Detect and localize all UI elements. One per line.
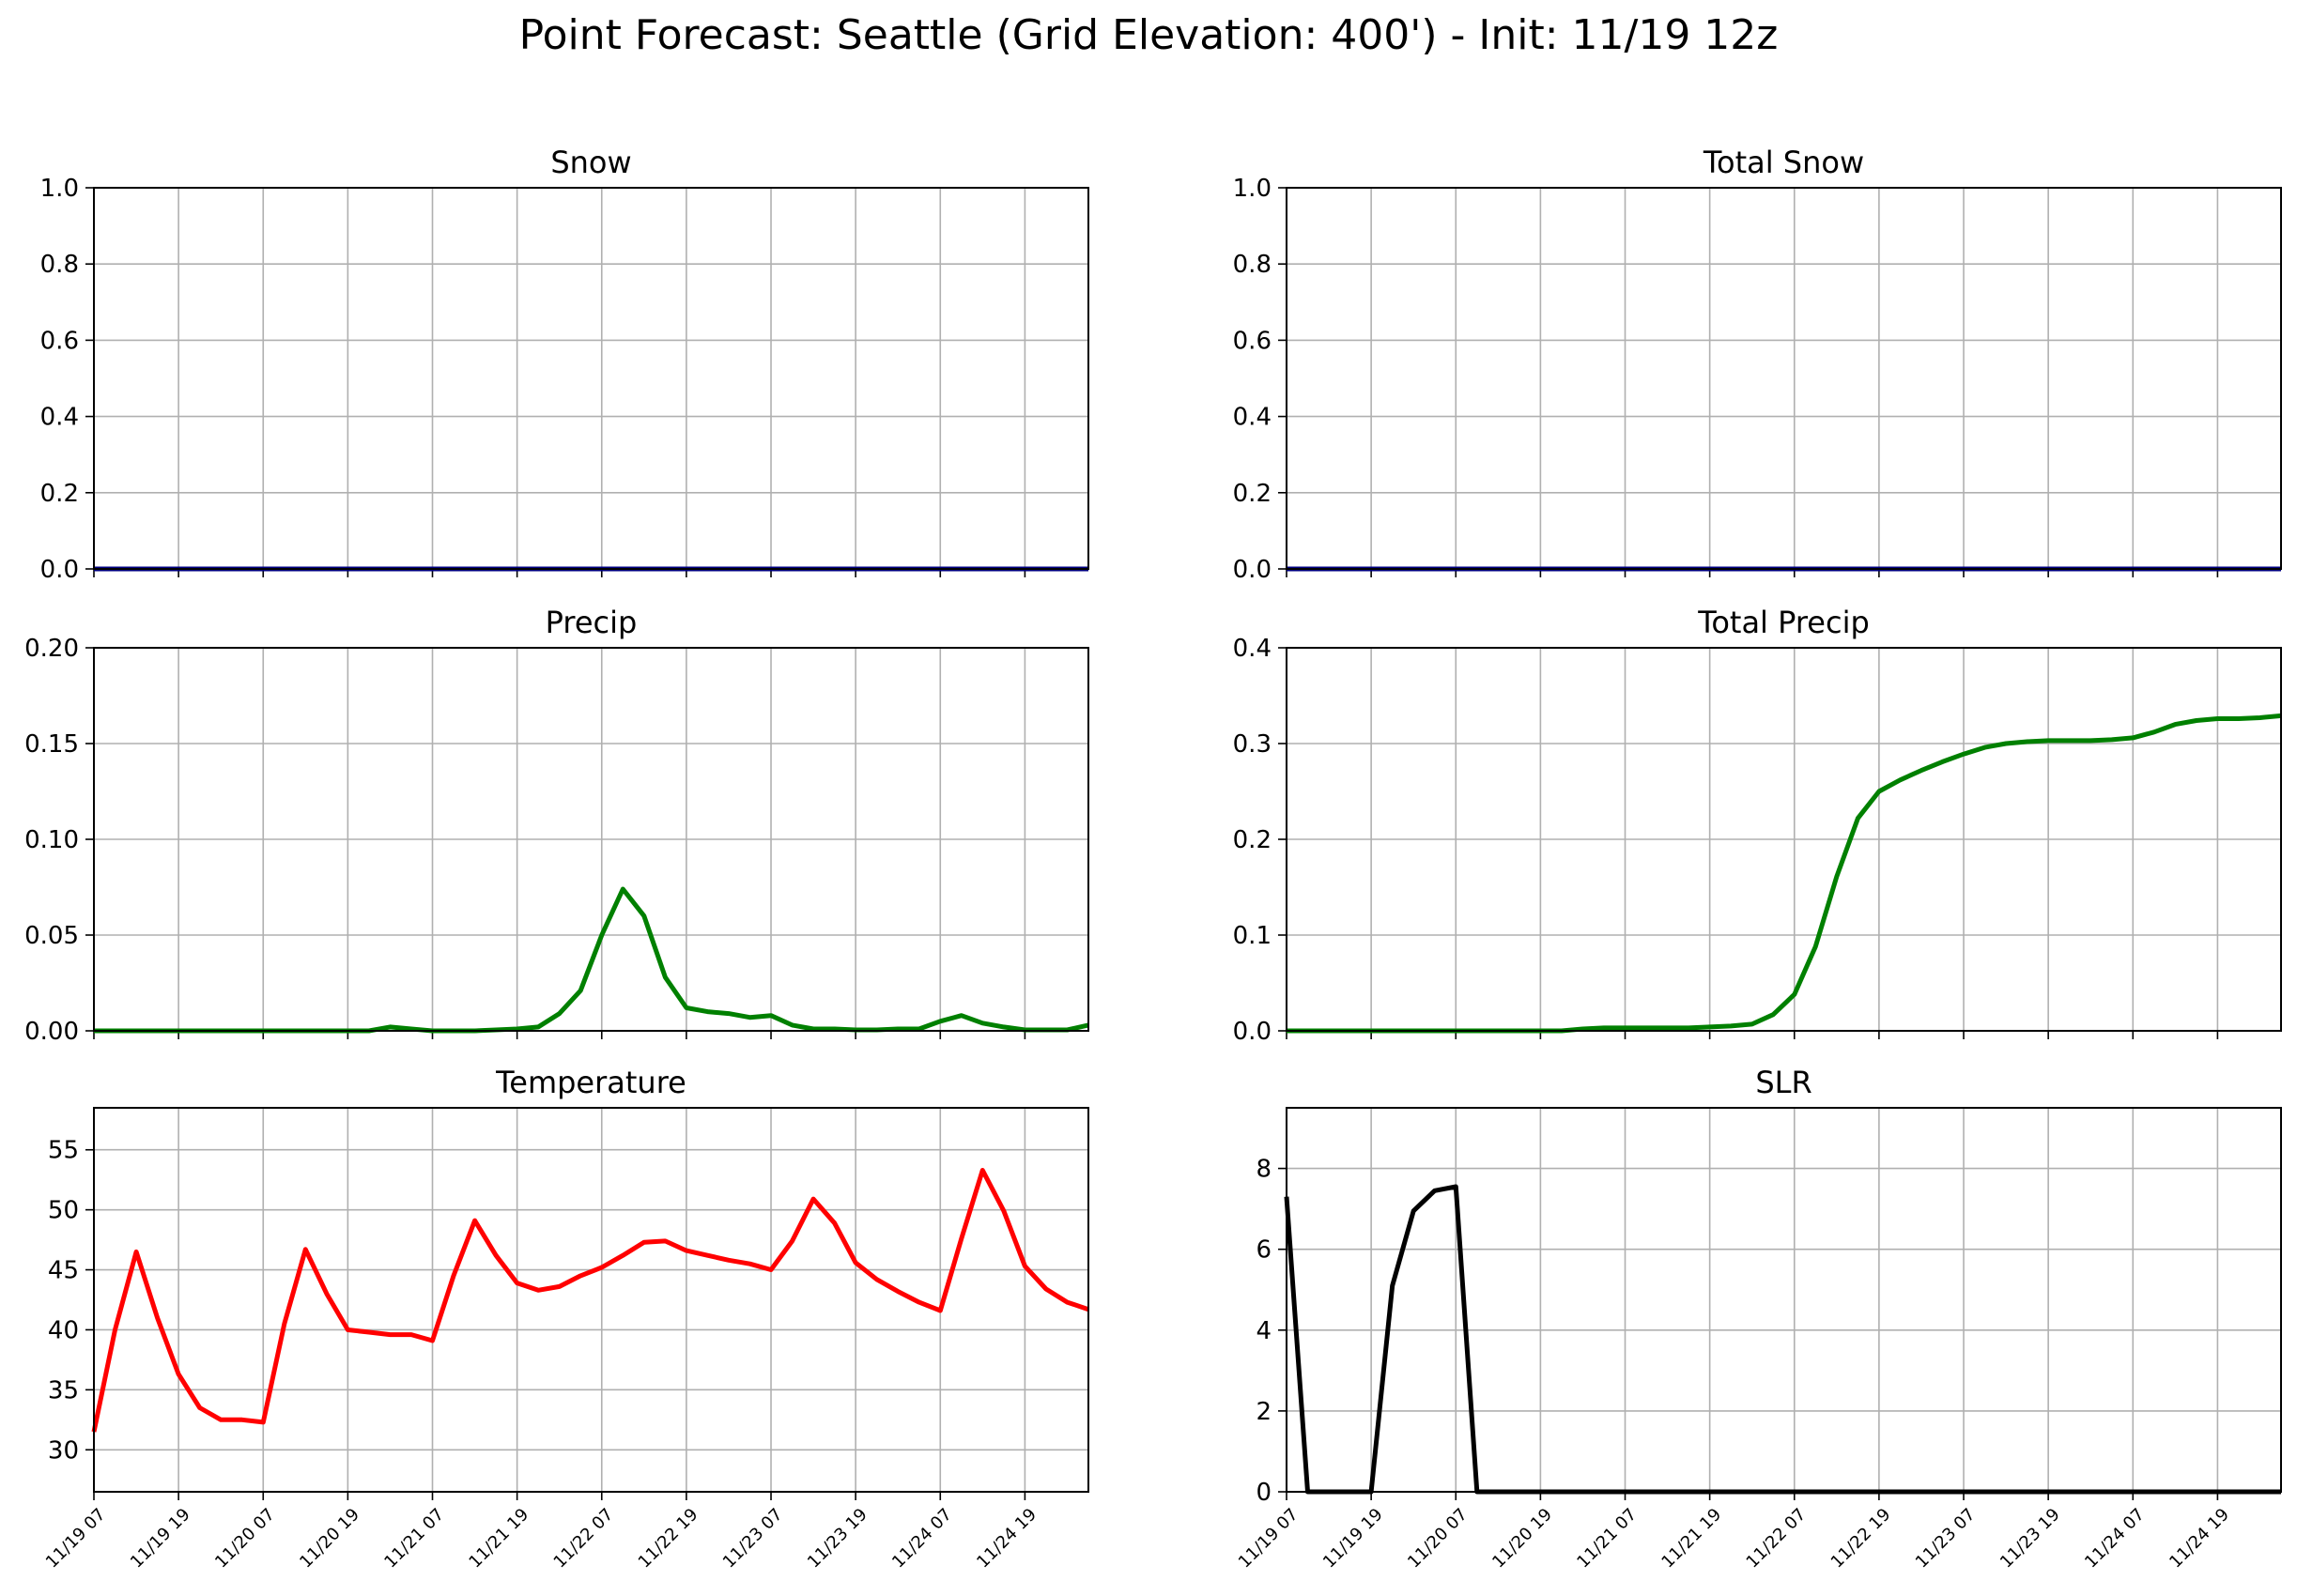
snow-panel: Snow 0.0 0.2 0.4 0.6 0.8 1.0 [40, 145, 1089, 584]
slr-xtick-label: 11/23 07 [1912, 1505, 1980, 1573]
total-snow-ytick-label: 1.0 [1233, 175, 1272, 203]
precip-panel: Precip 0.00 0.05 0.10 0.15 0.20 [24, 605, 1089, 1046]
snow-ytick-label: 0.2 [40, 480, 79, 508]
total-precip-panel: Total Precip 0.0 0.1 0.2 0.3 0.4 [1233, 605, 2282, 1046]
temperature-xtick-label: 11/23 19 [804, 1505, 871, 1573]
temperature-xtick-label: 11/22 19 [635, 1505, 702, 1573]
total-precip-title: Total Precip [1697, 605, 1870, 640]
slr-ytick-label: 8 [1256, 1156, 1272, 1184]
slr-xtick-label: 11/21 19 [1657, 1505, 1725, 1573]
temperature-xtick-label: 11/24 07 [888, 1505, 956, 1573]
total-snow-ytick-label: 0.8 [1233, 251, 1272, 279]
total-snow-ytick-label: 0.2 [1233, 480, 1272, 508]
total-snow-panel: Total Snow 0.0 0.2 0.4 0.6 0.8 1.0 [1233, 145, 2282, 584]
slr-xtick-label: 11/19 07 [1235, 1505, 1303, 1573]
snow-ytick-label: 0.8 [40, 251, 79, 279]
temperature-ytick-label: 55 [48, 1137, 79, 1165]
slr-axes-frame [1286, 1107, 2282, 1493]
total-precip-ytick-label: 0.1 [1233, 922, 1272, 950]
temperature-xtick-label: 11/20 07 [211, 1505, 279, 1573]
slr-title: SLR [1755, 1065, 1811, 1100]
temperature-axes-frame [93, 1107, 1089, 1493]
snow-ytick-label: 1.0 [40, 175, 79, 203]
slr-ytick-label: 4 [1256, 1317, 1272, 1345]
precip-ytick-label: 0.05 [24, 922, 79, 950]
temperature-xtick-label: 11/21 19 [465, 1505, 532, 1573]
figure-title: Point Forecast: Seattle (Grid Elevation:… [518, 11, 1779, 59]
precip-title: Precip [546, 605, 638, 640]
temperature-title: Temperature [495, 1065, 686, 1100]
temperature-ytick-label: 35 [48, 1376, 79, 1404]
snow-ytick-label: 0.6 [40, 327, 79, 355]
slr-xtick-label: 11/22 07 [1743, 1505, 1811, 1573]
precip-ytick-label: 0.10 [24, 826, 79, 854]
precip-series-line [94, 886, 1089, 1034]
slr-ytick-label: 2 [1256, 1398, 1272, 1426]
slr-xtick-label: 11/21 07 [1573, 1505, 1641, 1573]
slr-xtick-label: 11/23 19 [1996, 1505, 2064, 1573]
slr-ytick-label: 6 [1256, 1236, 1272, 1265]
temperature-xtick-label: 11/21 07 [380, 1505, 448, 1573]
temperature-xtick-label: 11/20 19 [296, 1505, 363, 1573]
temperature-ytick-label: 40 [48, 1316, 79, 1344]
slr-xtick-label: 11/24 07 [2081, 1505, 2149, 1573]
snow-ytick-label: 0.4 [40, 404, 79, 432]
total-snow-axes-frame [1286, 187, 2282, 570]
total-precip-ytick-label: 0.3 [1233, 730, 1272, 759]
temperature-xtick-label: 11/22 07 [550, 1505, 618, 1573]
precip-ytick-label: 0.20 [24, 635, 79, 663]
precip-axes-frame [93, 647, 1089, 1032]
total-precip-ytick-label: 0.0 [1233, 1018, 1272, 1046]
snow-axes-frame [93, 187, 1089, 570]
slr-xtick-label: 11/20 07 [1404, 1505, 1472, 1573]
temperature-panel: Temperature 11/19 07 11/19 19 11/20 07 11/20… [42, 1065, 1089, 1573]
slr-series-line [1284, 1184, 2281, 1495]
slr-xtick-label: 11/19 19 [1319, 1505, 1387, 1573]
temperature-ytick-label: 30 [48, 1436, 79, 1465]
snow-title: Snow [550, 145, 631, 180]
total-snow-ytick-label: 0.6 [1233, 327, 1272, 355]
slr-ytick-label: 0 [1256, 1479, 1272, 1507]
temperature-xtick-label: 11/19 07 [42, 1505, 110, 1573]
total-precip-ytick-label: 0.4 [1233, 635, 1272, 663]
snow-ytick-label: 0.0 [40, 556, 79, 584]
temperature-series-line [91, 1168, 1089, 1433]
total-snow-ytick-label: 0.0 [1233, 556, 1272, 584]
slr-xtick-label: 11/22 19 [1827, 1505, 1895, 1573]
temperature-ytick-label: 50 [48, 1197, 79, 1225]
slr-xtick-label: 11/24 19 [2166, 1505, 2233, 1573]
temperature-xtick-label: 11/24 19 [973, 1505, 1041, 1573]
precip-ytick-label: 0.15 [24, 730, 79, 759]
total-precip-series-line [1287, 713, 2282, 1034]
precip-ytick-label: 0.00 [24, 1018, 79, 1046]
temperature-xtick-label: 11/23 07 [719, 1505, 787, 1573]
temperature-xtick-label: 11/19 19 [127, 1505, 194, 1573]
total-precip-ytick-label: 0.2 [1233, 826, 1272, 854]
temperature-ytick-label: 45 [48, 1257, 79, 1285]
total-snow-title: Total Snow [1703, 145, 1864, 180]
total-precip-axes-frame [1286, 647, 2282, 1032]
total-snow-ytick-label: 0.4 [1233, 404, 1272, 432]
slr-xtick-label: 11/20 19 [1488, 1505, 1556, 1573]
